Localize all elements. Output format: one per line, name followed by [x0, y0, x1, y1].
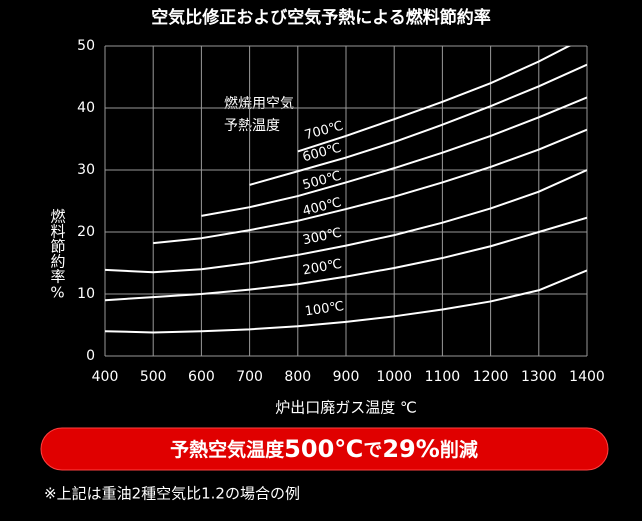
footnote: ※上記は重油2種空気比1.2の場合の例	[44, 485, 300, 503]
line	[201, 96, 587, 217]
x-tick-label: 900	[333, 369, 360, 385]
x-axis-label: 炉出口廃ガス温度 ℃	[275, 399, 417, 417]
y-tick-label: 30	[77, 162, 95, 178]
y-tick-label: 0	[86, 348, 95, 364]
line	[105, 169, 587, 274]
line	[105, 216, 587, 302]
x-tick-label: 600	[188, 369, 215, 385]
line	[249, 63, 587, 186]
banner-part: で	[363, 439, 382, 461]
banner-part: 29%	[382, 435, 439, 463]
x-tick-label: 1400	[569, 369, 605, 385]
line	[297, 46, 572, 153]
x-tick-label: 1200	[473, 369, 509, 385]
plot-lines	[105, 46, 587, 334]
line	[153, 128, 587, 245]
banner	[40, 427, 609, 471]
annotation: 予熱温度	[224, 118, 280, 134]
x-tick-label: 800	[284, 369, 311, 385]
banner-part: 予熱空気温度	[170, 438, 285, 461]
x-tick-label: 500	[140, 369, 167, 385]
y-tick-label: 10	[77, 286, 95, 302]
x-tick-label: 1000	[376, 369, 412, 385]
annotation: 燃焼用空気	[224, 95, 294, 112]
banner-part: 500℃	[284, 435, 363, 463]
series-label: 200℃	[302, 257, 343, 279]
series-label: 100℃	[304, 299, 345, 319]
y-tick-label: 20	[77, 224, 95, 240]
x-tick-label: 1300	[521, 369, 557, 385]
line	[105, 269, 587, 334]
x-tick-label: 1100	[425, 369, 461, 385]
y-tick-label: 50	[77, 38, 95, 54]
y-axis-label: 燃料節約率%	[49, 208, 67, 302]
banner-text: 予熱空気温度500℃で29%削減	[170, 435, 478, 463]
banner-part: 削減	[440, 438, 478, 461]
x-tick-label: 400	[92, 369, 119, 385]
x-tick-label: 700	[236, 369, 263, 385]
chart-title: 空気比修正および空気予熱による燃料節約率	[151, 7, 491, 28]
y-tick-label: 40	[77, 100, 95, 116]
